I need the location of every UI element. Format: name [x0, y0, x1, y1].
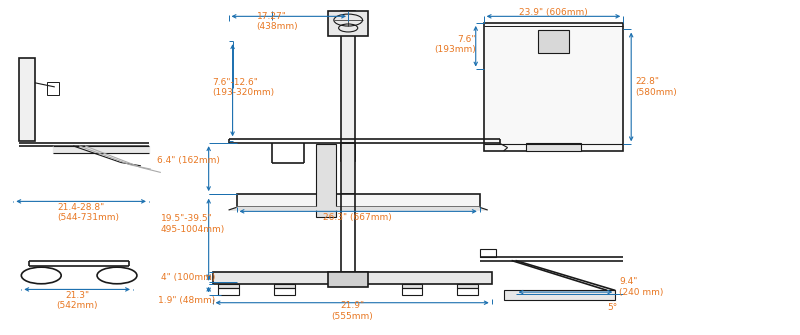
Text: 22.8"
(580mm): 22.8" (580mm) [635, 77, 677, 96]
Text: 17.27"
(438mm): 17.27" (438mm) [257, 12, 298, 31]
Bar [218, 288, 239, 295]
Text: 9.4"
(240 mm): 9.4" (240 mm) [619, 277, 664, 297]
Text: 1.9" (48mm): 1.9" (48mm) [158, 296, 216, 305]
Text: 6.4" (162mm): 6.4" (162mm) [157, 156, 220, 165]
Text: 5°: 5° [607, 303, 618, 312]
Text: 21.3"
(542mm): 21.3" (542mm) [56, 291, 98, 310]
Bar [538, 29, 570, 53]
Bar [402, 284, 422, 288]
Bar [47, 82, 58, 95]
Bar [480, 249, 496, 257]
Polygon shape [54, 146, 149, 152]
Bar [274, 284, 294, 288]
Bar [19, 58, 35, 141]
Bar [237, 194, 480, 207]
Text: 23.9" (606mm): 23.9" (606mm) [519, 7, 588, 16]
Bar [402, 288, 422, 295]
Bar [218, 284, 239, 288]
Text: 26.3" (667mm): 26.3" (667mm) [323, 213, 392, 222]
Bar [484, 23, 623, 151]
Bar [341, 11, 355, 161]
Text: 7.6"
(193mm): 7.6" (193mm) [434, 35, 476, 54]
Text: 4" (100mm): 4" (100mm) [161, 273, 215, 282]
Bar [274, 288, 294, 295]
Bar [341, 143, 355, 194]
Text: 19.5"-39.5"
495-1004mm): 19.5"-39.5" 495-1004mm) [161, 214, 225, 234]
Bar [458, 284, 478, 288]
Bar [213, 272, 492, 284]
Bar [458, 288, 478, 295]
Bar [504, 290, 615, 300]
Text: 7.6"-12.6"
(193-320mm): 7.6"-12.6" (193-320mm) [213, 78, 274, 97]
Polygon shape [229, 207, 488, 210]
Bar [316, 144, 336, 217]
Text: 21.4-28.8"
(544-731mm): 21.4-28.8" (544-731mm) [57, 203, 119, 222]
Text: 21.9"
(555mm): 21.9" (555mm) [331, 301, 373, 321]
Bar [328, 11, 368, 36]
Bar [328, 272, 368, 287]
Bar [526, 143, 582, 151]
